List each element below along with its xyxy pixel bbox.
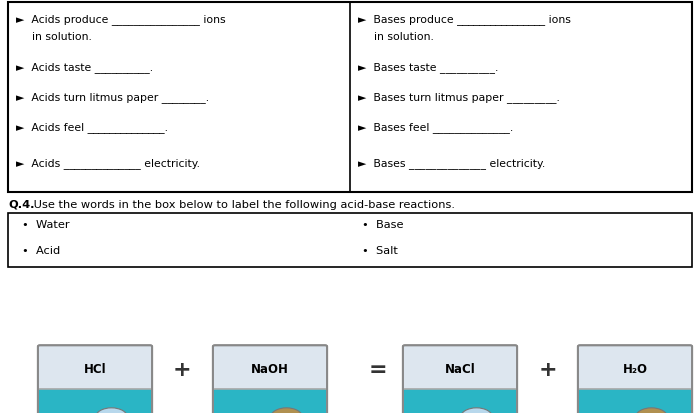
Text: Q.4.: Q.4. bbox=[8, 199, 34, 209]
Text: •  Base: • Base bbox=[362, 219, 403, 230]
Text: •  Salt: • Salt bbox=[362, 245, 398, 255]
FancyBboxPatch shape bbox=[213, 389, 327, 413]
Text: in solution.: in solution. bbox=[374, 32, 434, 42]
Text: ►  Bases turn litmus paper _________.: ► Bases turn litmus paper _________. bbox=[358, 92, 560, 103]
Text: ►  Bases produce ________________ ions: ► Bases produce ________________ ions bbox=[358, 14, 571, 25]
FancyBboxPatch shape bbox=[578, 345, 692, 392]
Text: NaCl: NaCl bbox=[444, 362, 475, 375]
Text: ►  Acids turn litmus paper ________.: ► Acids turn litmus paper ________. bbox=[16, 92, 209, 103]
FancyBboxPatch shape bbox=[578, 389, 692, 413]
Text: ►  Bases taste __________.: ► Bases taste __________. bbox=[358, 62, 498, 73]
FancyBboxPatch shape bbox=[38, 389, 152, 413]
Text: in solution.: in solution. bbox=[32, 32, 92, 42]
Bar bbox=[8, 214, 692, 267]
Circle shape bbox=[95, 408, 127, 413]
Text: ►  Acids produce ________________ ions: ► Acids produce ________________ ions bbox=[16, 14, 225, 25]
Text: HCl: HCl bbox=[84, 362, 106, 375]
Text: •  Acid: • Acid bbox=[22, 245, 60, 255]
Text: Use the words in the box below to label the following acid-base reactions.: Use the words in the box below to label … bbox=[30, 199, 455, 209]
FancyBboxPatch shape bbox=[403, 389, 517, 413]
FancyBboxPatch shape bbox=[213, 345, 327, 392]
FancyBboxPatch shape bbox=[403, 345, 517, 392]
Text: NaOH: NaOH bbox=[251, 362, 289, 375]
Circle shape bbox=[461, 408, 493, 413]
Text: +: + bbox=[539, 359, 557, 379]
Text: ►  Acids taste __________.: ► Acids taste __________. bbox=[16, 62, 153, 73]
Text: +: + bbox=[173, 359, 191, 379]
FancyBboxPatch shape bbox=[38, 345, 152, 392]
Text: ►  Acids ______________ electricity.: ► Acids ______________ electricity. bbox=[16, 158, 200, 169]
Text: H₂O: H₂O bbox=[622, 362, 648, 375]
Bar bbox=[8, 3, 692, 192]
Text: =: = bbox=[369, 359, 387, 379]
Text: ►  Bases feel ______________.: ► Bases feel ______________. bbox=[358, 122, 513, 133]
Circle shape bbox=[636, 408, 668, 413]
Text: ►  Acids feel ______________.: ► Acids feel ______________. bbox=[16, 122, 168, 133]
Circle shape bbox=[270, 408, 302, 413]
Text: ►  Bases ______________ electricity.: ► Bases ______________ electricity. bbox=[358, 158, 545, 169]
Text: •  Water: • Water bbox=[22, 219, 69, 230]
